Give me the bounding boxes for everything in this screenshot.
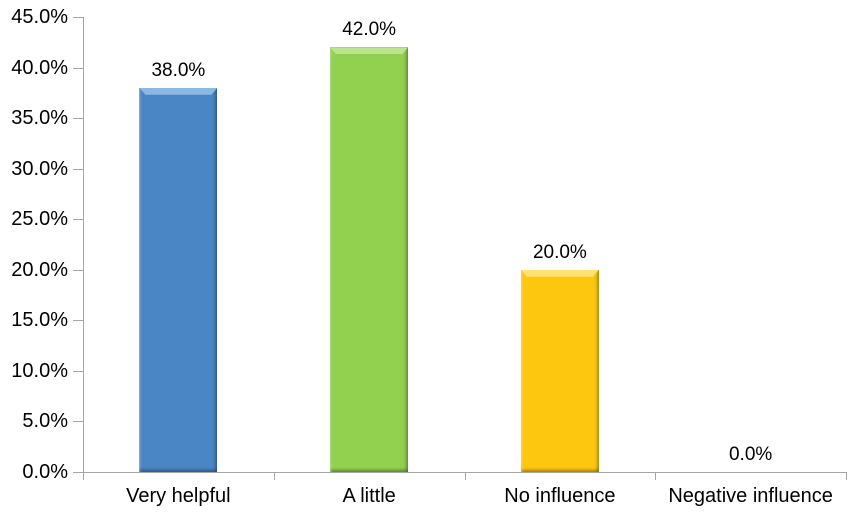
y-axis-tick-label: 5.0% bbox=[22, 410, 68, 433]
y-axis-tick-label: 20.0% bbox=[11, 258, 68, 281]
y-axis-tick-label: 45.0% bbox=[11, 6, 68, 28]
y-axis-tick-label: 25.0% bbox=[11, 208, 68, 231]
data-label: 20.0% bbox=[532, 241, 587, 263]
x-axis-tick bbox=[83, 472, 84, 480]
data-label: 42.0% bbox=[342, 19, 397, 41]
bar-very-helpful bbox=[139, 87, 218, 472]
category-label: Negative influence bbox=[668, 485, 833, 507]
y-axis-tick-label: 0.0% bbox=[22, 461, 68, 483]
y-axis-tick bbox=[73, 370, 83, 372]
y-axis-tick-label: 30.0% bbox=[11, 157, 68, 180]
y-axis-tick-label: 40.0% bbox=[11, 56, 68, 79]
category-label: No influence bbox=[504, 485, 616, 507]
y-axis-tick bbox=[73, 118, 83, 120]
category-label: Very helpful bbox=[126, 485, 231, 507]
x-axis-tick bbox=[273, 472, 275, 480]
y-axis-tick-label: 35.0% bbox=[11, 107, 68, 130]
bar-no-influence bbox=[520, 269, 599, 472]
x-axis-tick bbox=[655, 472, 657, 480]
y-axis-line bbox=[83, 17, 84, 473]
y-axis-tick bbox=[73, 472, 83, 473]
data-label: 38.0% bbox=[151, 59, 206, 81]
y-axis-tick bbox=[73, 269, 83, 271]
y-axis-tick-label: 15.0% bbox=[11, 309, 68, 332]
data-label: 0.0% bbox=[728, 444, 773, 465]
category-label: A little bbox=[342, 485, 396, 507]
y-axis-tick bbox=[73, 421, 83, 423]
bar-a-little bbox=[330, 47, 409, 472]
y-axis-tick bbox=[73, 67, 83, 69]
y-axis-tick bbox=[73, 219, 83, 221]
x-axis-tick bbox=[846, 472, 847, 480]
y-axis-tick-label: 10.0% bbox=[11, 359, 68, 382]
y-axis-tick bbox=[73, 320, 83, 322]
y-axis-tick bbox=[73, 17, 83, 18]
x-axis-tick bbox=[464, 472, 466, 480]
y-axis-tick bbox=[73, 168, 83, 170]
